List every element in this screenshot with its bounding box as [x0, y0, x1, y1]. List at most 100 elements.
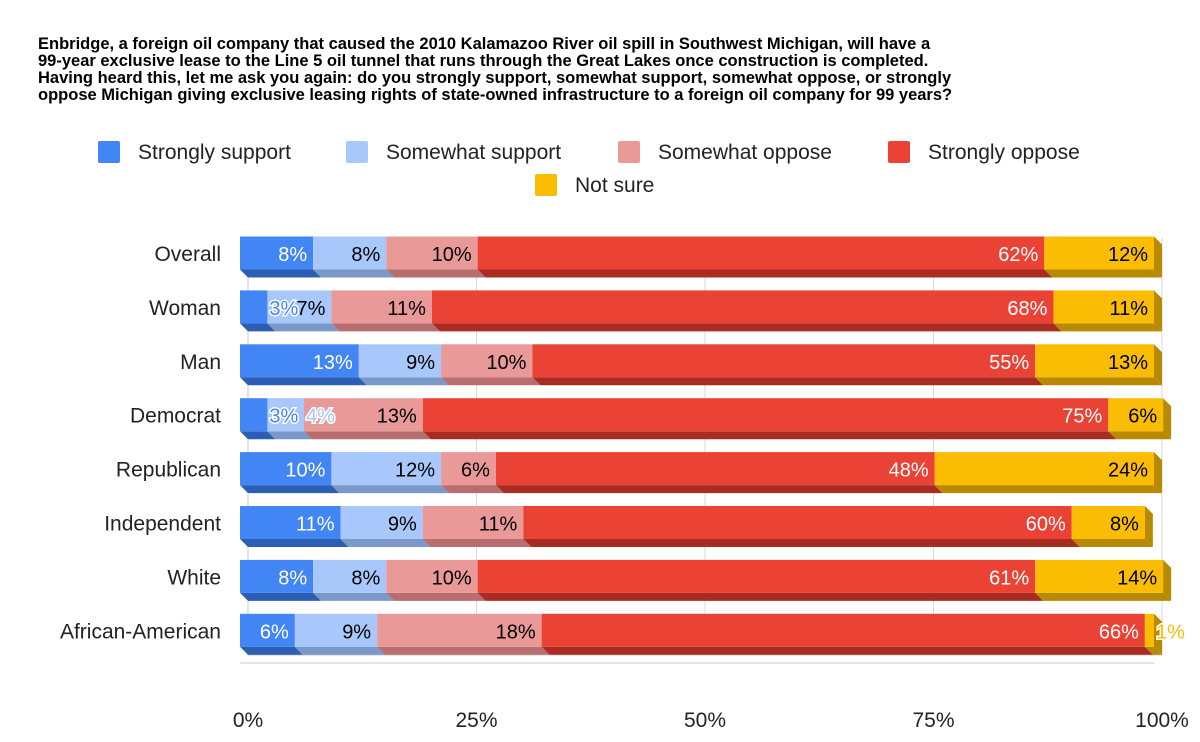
- data-label-african-american-somewhat-support: 9%: [342, 621, 371, 643]
- bar-democrat-strongly-support: [240, 398, 268, 432]
- data-label-white-somewhat-support: 8%: [351, 567, 380, 589]
- bar-democrat-strongly-oppose: [422, 398, 1109, 432]
- bar-woman-not-sure: [1053, 290, 1154, 324]
- data-label-democrat-somewhat-oppose: 13%: [377, 406, 417, 428]
- bar-republican-not-sure: [934, 452, 1154, 486]
- y-category-label-white: White: [167, 566, 221, 589]
- data-label-woman-strongly-oppose: 68%: [1007, 298, 1047, 320]
- bar-bottom-republican-strongly-oppose: [495, 485, 943, 494]
- bar-woman-strongly-oppose: [431, 290, 1054, 324]
- data-label-overall-strongly-support: 8%: [278, 244, 307, 266]
- bar-bottom-man-strongly-oppose: [532, 377, 1044, 386]
- bar-republican-strongly-support: [240, 452, 332, 486]
- data-label-woman-strongly-support: 3%: [269, 298, 298, 320]
- bar-democrat-somewhat-support: [267, 398, 304, 432]
- data-label-man-somewhat-oppose: 10%: [486, 352, 526, 374]
- bar-bottom-white-not-sure: [1035, 592, 1172, 601]
- bar-bottom-man-strongly-support: [240, 377, 367, 386]
- bar-end-cap-independent: [1144, 506, 1153, 547]
- legend-label-strongly-oppose: Strongly oppose: [928, 141, 1080, 164]
- bar-bottom-african-american-somewhat-oppose: [377, 646, 550, 655]
- bar-african-american-strongly-oppose: [541, 613, 1145, 647]
- bar-end-cap-white: [1163, 559, 1172, 601]
- data-label-independent-somewhat-oppose: 11%: [479, 514, 518, 536]
- bar-bottom-independent-somewhat-support: [340, 539, 431, 547]
- y-category-label-man: Man: [180, 351, 221, 374]
- chart-title-line-1: Enbridge, a foreign oil company that cau…: [38, 35, 931, 53]
- bar-bottom-woman-strongly-support: [240, 323, 276, 332]
- bar-white-somewhat-support: [313, 559, 387, 593]
- bar-democrat-somewhat-oppose: [303, 398, 423, 432]
- bar-end-cap-democrat: [1163, 398, 1172, 440]
- bar-republican-somewhat-oppose: [441, 452, 496, 486]
- bar-man-somewhat-support: [358, 344, 442, 378]
- data-label-independent-strongly-oppose: 60%: [1026, 514, 1066, 536]
- x-tick-label: 100%: [1135, 709, 1189, 732]
- data-label-democrat-not-sure: 6%: [1128, 406, 1157, 428]
- bar-bottom-woman-strongly-oppose: [431, 323, 1062, 332]
- bar-bottom-independent-somewhat-oppose: [422, 539, 532, 547]
- y-category-label-african-american: African-American: [60, 620, 221, 643]
- bar-end-cap-african-american: [1154, 613, 1162, 655]
- x-tick-label: 50%: [684, 709, 726, 732]
- data-label-white-strongly-support: 8%: [278, 567, 307, 589]
- bar-man-strongly-oppose: [532, 344, 1036, 378]
- bar-end-cap-woman: [1154, 290, 1162, 332]
- bar-overall-not-sure: [1044, 236, 1154, 270]
- legend-swatch-not-sure: [535, 174, 557, 196]
- bar-african-american-somewhat-support: [294, 613, 378, 647]
- legend-swatch-strongly-support: [98, 141, 120, 163]
- data-label-independent-strongly-support: 11%: [296, 514, 335, 536]
- bar-republican-somewhat-support: [331, 452, 442, 486]
- bar-man-somewhat-oppose: [441, 344, 533, 378]
- bar-overall-somewhat-oppose: [386, 236, 478, 270]
- data-label-overall-somewhat-oppose: 10%: [432, 244, 472, 266]
- data-label-democrat-strongly-support: 3%: [269, 406, 298, 428]
- bar-end-cap-republican: [1154, 452, 1162, 494]
- data-label-african-american-strongly-oppose: 66%: [1099, 621, 1139, 643]
- bar-white-somewhat-oppose: [386, 559, 478, 593]
- chart-title-line-4: oppose Michigan giving exclusive leasing…: [38, 86, 953, 104]
- bar-end-cap-man: [1154, 344, 1162, 386]
- bar-bottom-african-american-strongly-support: [240, 646, 303, 655]
- data-label-woman-not-sure: 11%: [1109, 298, 1148, 320]
- data-label-republican-somewhat-oppose: 6%: [461, 460, 490, 482]
- bar-bottom-independent-not-sure: [1071, 539, 1153, 547]
- data-label-man-strongly-oppose: 55%: [989, 352, 1029, 374]
- bar-overall-strongly-support: [240, 236, 314, 270]
- data-label-white-not-sure: 14%: [1117, 567, 1157, 589]
- y-category-label-independent: Independent: [104, 513, 221, 536]
- x-tick-label: 0%: [233, 709, 263, 732]
- bar-end-cap-overall: [1154, 236, 1162, 278]
- bar-bottom-independent-strongly-oppose: [523, 539, 1080, 547]
- bar-independent-not-sure: [1071, 506, 1145, 539]
- data-label-african-american-not-sure: 1%: [1156, 621, 1185, 643]
- data-label-white-somewhat-oppose: 10%: [432, 567, 472, 589]
- data-label-republican-strongly-oppose: 48%: [889, 460, 929, 482]
- bar-bottom-woman-somewhat-oppose: [331, 323, 440, 332]
- bar-bottom-republican-somewhat-support: [331, 485, 450, 494]
- bar-man-strongly-support: [240, 344, 359, 378]
- bar-african-american-strongly-support: [240, 613, 295, 647]
- bar-bottom-overall-somewhat-oppose: [386, 269, 486, 278]
- y-category-label-overall: Overall: [154, 243, 221, 266]
- data-label-democrat-somewhat-support: 4%: [306, 406, 335, 428]
- legend-label-somewhat-oppose: Somewhat oppose: [658, 141, 832, 164]
- legend-swatch-somewhat-oppose: [618, 141, 640, 163]
- bar-bottom-african-american-strongly-oppose: [541, 646, 1153, 655]
- bar-republican-strongly-oppose: [495, 452, 935, 486]
- bar-bottom-woman-not-sure: [1053, 323, 1162, 332]
- x-tick-label: 25%: [455, 709, 497, 732]
- data-label-man-somewhat-support: 9%: [406, 352, 435, 374]
- legend-label-strongly-support: Strongly support: [138, 141, 291, 164]
- chart-title-line-2: 99-year exclusive lease to the Line 5 oi…: [38, 52, 929, 70]
- bar-bottom-african-american-somewhat-support: [294, 646, 386, 655]
- legend-label-somewhat-support: Somewhat support: [386, 141, 561, 164]
- bar-white-strongly-support: [240, 559, 314, 593]
- data-label-white-strongly-oppose: 61%: [989, 567, 1029, 589]
- bar-bottom-overall-strongly-support: [240, 269, 322, 278]
- bar-man-not-sure: [1035, 344, 1154, 378]
- data-label-independent-not-sure: 8%: [1110, 514, 1139, 536]
- data-label-republican-strongly-support: 10%: [285, 460, 325, 482]
